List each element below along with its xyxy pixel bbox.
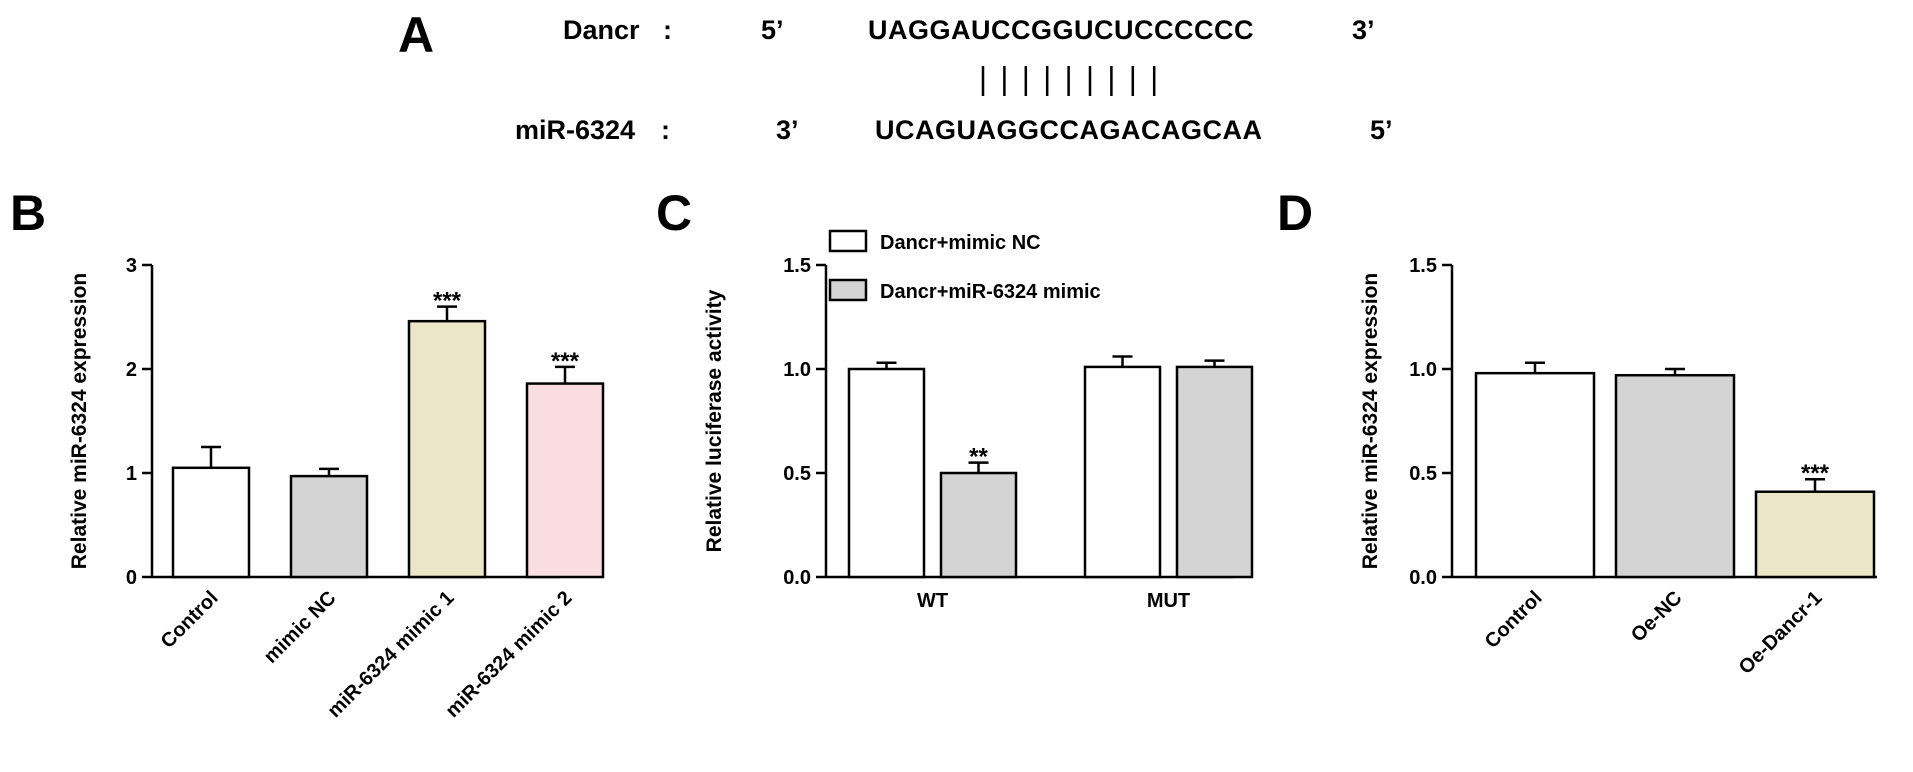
bar [939, 471, 1018, 579]
x-tick-label: Control [1481, 587, 1547, 653]
panel-d-letter: D [1277, 185, 1313, 241]
x-tick-label: WT [917, 590, 948, 612]
y-tick-label: 0 [126, 567, 137, 589]
mir6324-sequence: UCAGUAGGCCAGACAGCAA [875, 115, 1263, 145]
y-tick-label: 2 [126, 359, 137, 381]
chart-d: 0.0 0.5 1.0 1.5 Relative miR-6324 expression… [1359, 255, 1877, 679]
y-tick-label: 0.5 [1409, 463, 1437, 485]
y-tick-label: 1.0 [783, 359, 811, 381]
bars: *** *** [171, 288, 605, 579]
x-tick-label: Oe-Dancr-1 [1735, 587, 1827, 679]
bars: *** [1474, 361, 1876, 579]
legend: Dancr+mimic NC Dancr+miR-6324 mimic [828, 229, 1101, 303]
bar [1175, 365, 1254, 579]
panel-c-letter: C [656, 185, 692, 241]
y-axis-title: Relative miR-6324 expression [68, 273, 91, 569]
bar [171, 466, 251, 579]
bars: ** [847, 355, 1254, 579]
legend-swatch [828, 229, 868, 253]
y-tick-label: 1.5 [1409, 255, 1437, 277]
dancr-colon: : [663, 15, 672, 45]
significance-label: ** [969, 444, 988, 471]
category-labels: Control Oe-NC Oe-Dancr-1 [1481, 587, 1827, 679]
bar [525, 382, 605, 579]
dancr-sequence: UAGGAUCCGGUCUCCCCCC [868, 15, 1254, 45]
bar [289, 474, 369, 579]
bar [1474, 371, 1596, 579]
bar [1083, 365, 1162, 579]
mir6324-colon: : [661, 115, 670, 145]
y-tick-label: 1.0 [1409, 359, 1437, 381]
y-axis-title: Relative luciferase activity [703, 289, 726, 552]
panel-a-letter: A [398, 7, 434, 63]
panel-b-letter: B [10, 185, 46, 241]
base-pairing-lines [981, 66, 1156, 96]
axes: 0.0 0.5 1.0 1.5 Relative luciferase activity [703, 255, 1234, 589]
mir6324-prime-start: 3’ [776, 115, 799, 145]
legend-label: Dancr+miR-6324 mimic [880, 281, 1101, 303]
y-tick-label: 1 [126, 463, 137, 485]
significance-label: *** [551, 348, 580, 375]
y-tick-label: 0.5 [783, 463, 811, 485]
bar [1754, 490, 1876, 579]
mir6324-prime-end: 5’ [1370, 115, 1393, 145]
bar [407, 319, 487, 579]
bar [1614, 373, 1736, 579]
x-tick-label: MUT [1147, 590, 1190, 612]
y-tick-label: 1.5 [783, 255, 811, 277]
dancr-prime-start: 5’ [761, 15, 784, 45]
y-axis-title: Relative miR-6324 expression [1359, 273, 1382, 569]
legend-swatch [828, 278, 868, 302]
chart-c: 0.0 0.5 1.0 1.5 Relative luciferase activity… [703, 229, 1254, 612]
panel-a: A Dancr : 5’ UAGGAUCCGGUCUCCCCCC 3’ miR-… [398, 7, 1393, 145]
legend-label: Dancr+mimic NC [880, 232, 1041, 254]
y-tick-label: 0.0 [1409, 567, 1437, 589]
significance-label: *** [433, 288, 462, 315]
y-tick-label: 0.0 [783, 567, 811, 589]
significance-label: *** [1801, 460, 1830, 487]
x-tick-label: Oe-NC [1627, 587, 1687, 647]
x-tick-label: mimic NC [260, 587, 341, 668]
x-tick-label: Control [157, 587, 223, 653]
y-tick-label: 3 [126, 255, 137, 277]
chart-b: 0 1 2 3 Relative miR-6324 expression *** *** Co… [68, 255, 605, 722]
dancr-prime-end: 3’ [1352, 15, 1375, 45]
dancr-label: Dancr [563, 15, 640, 45]
mir6324-label: miR-6324 [515, 115, 635, 145]
x-tick-label: miR-6324 mimic 2 [441, 587, 576, 722]
bar [847, 367, 926, 579]
x-tick-label: miR-6324 mimic 1 [323, 587, 458, 722]
category-labels: WT MUT [917, 590, 1190, 612]
